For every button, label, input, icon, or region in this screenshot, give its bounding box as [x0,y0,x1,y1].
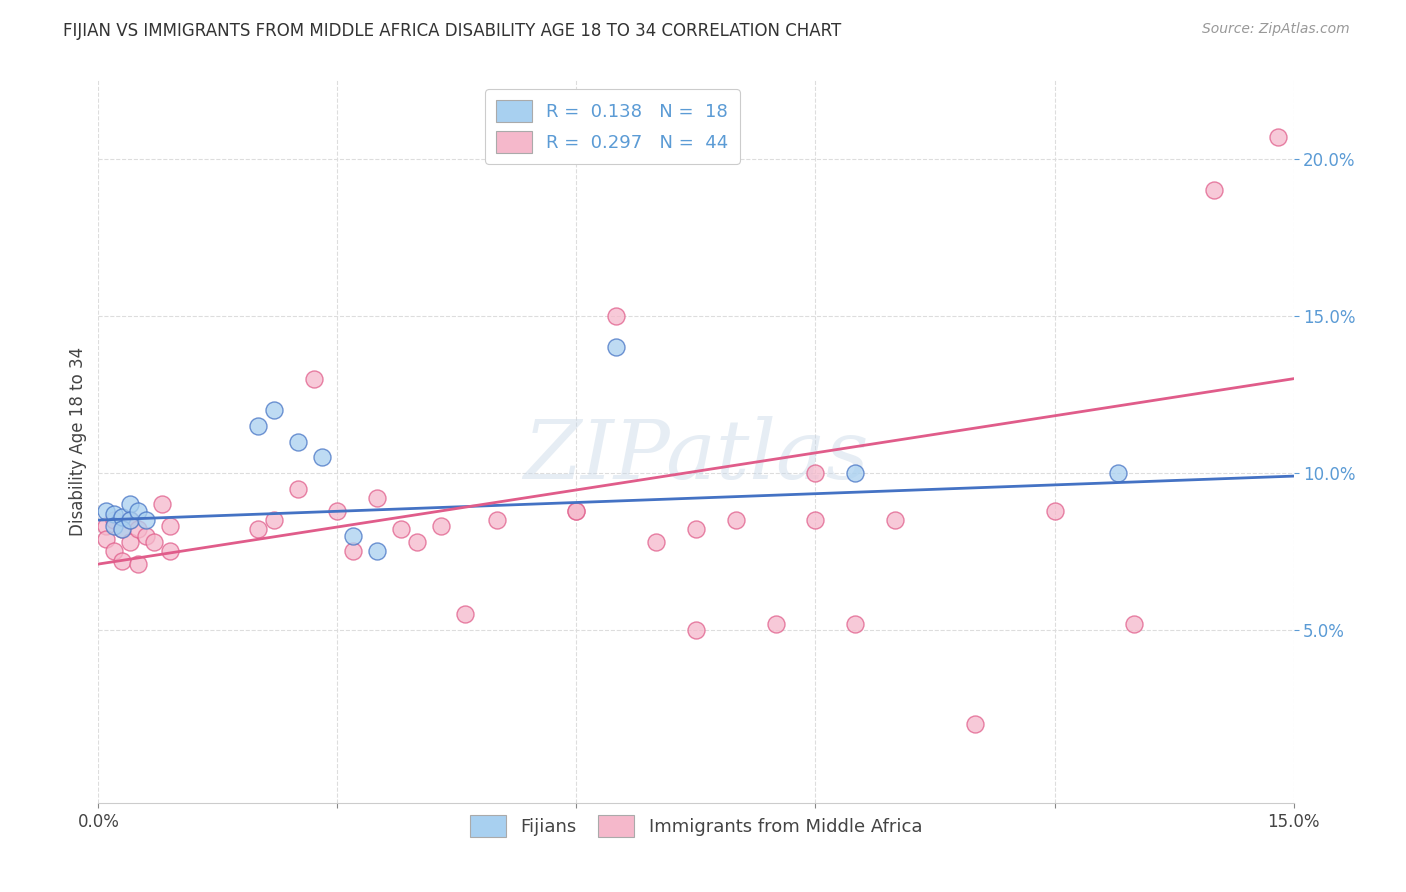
Point [389,523,412,537]
Point [120,535,142,549]
Point [159,519,181,533]
Point [844,616,866,631]
Point [884,513,907,527]
Legend: Fijians, Immigrants from Middle Africa: Fijians, Immigrants from Middle Africa [463,808,929,845]
Point [366,544,388,558]
Point [565,503,588,517]
Point [111,554,134,568]
Point [120,513,142,527]
Text: FIJIAN VS IMMIGRANTS FROM MIDDLE AFRICA DISABILITY AGE 18 TO 34 CORRELATION CHAR: FIJIAN VS IMMIGRANTS FROM MIDDLE AFRICA … [63,22,842,40]
Point [135,529,157,543]
Point [287,434,309,449]
Point [143,535,166,549]
Point [804,466,827,480]
Point [342,544,364,558]
Point [103,513,125,527]
Point [406,535,429,549]
Point [565,503,588,517]
Point [246,418,269,433]
Point [111,523,134,537]
Point [1123,616,1146,631]
Text: ZIPatlas: ZIPatlas [523,416,869,496]
Point [127,557,149,571]
Point [605,309,627,323]
Point [454,607,477,622]
Point [111,510,134,524]
Point [120,513,142,527]
Point [311,450,333,465]
Point [430,519,453,533]
Point [287,482,309,496]
Point [963,717,986,731]
Point [103,507,125,521]
Point [263,513,285,527]
Point [127,503,149,517]
Point [342,529,364,543]
Point [96,519,118,533]
Point [103,544,125,558]
Point [302,372,325,386]
Point [804,513,827,527]
Point [96,503,118,517]
Point [1043,503,1066,517]
Point [685,523,707,537]
Point [1267,129,1289,144]
Point [844,466,866,480]
Point [605,340,627,354]
Point [150,497,173,511]
Point [1107,466,1129,480]
Point [485,513,508,527]
Point [263,403,285,417]
Point [366,491,388,505]
Point [127,523,149,537]
Point [765,616,787,631]
Point [1202,183,1225,197]
Point [96,532,118,546]
Point [724,513,747,527]
Point [159,544,181,558]
Point [685,623,707,637]
Point [645,535,668,549]
Y-axis label: Disability Age 18 to 34: Disability Age 18 to 34 [69,347,87,536]
Point [135,513,157,527]
Point [326,503,349,517]
Point [111,523,134,537]
Point [246,523,269,537]
Point [120,497,142,511]
Point [103,519,125,533]
Text: Source: ZipAtlas.com: Source: ZipAtlas.com [1202,22,1350,37]
